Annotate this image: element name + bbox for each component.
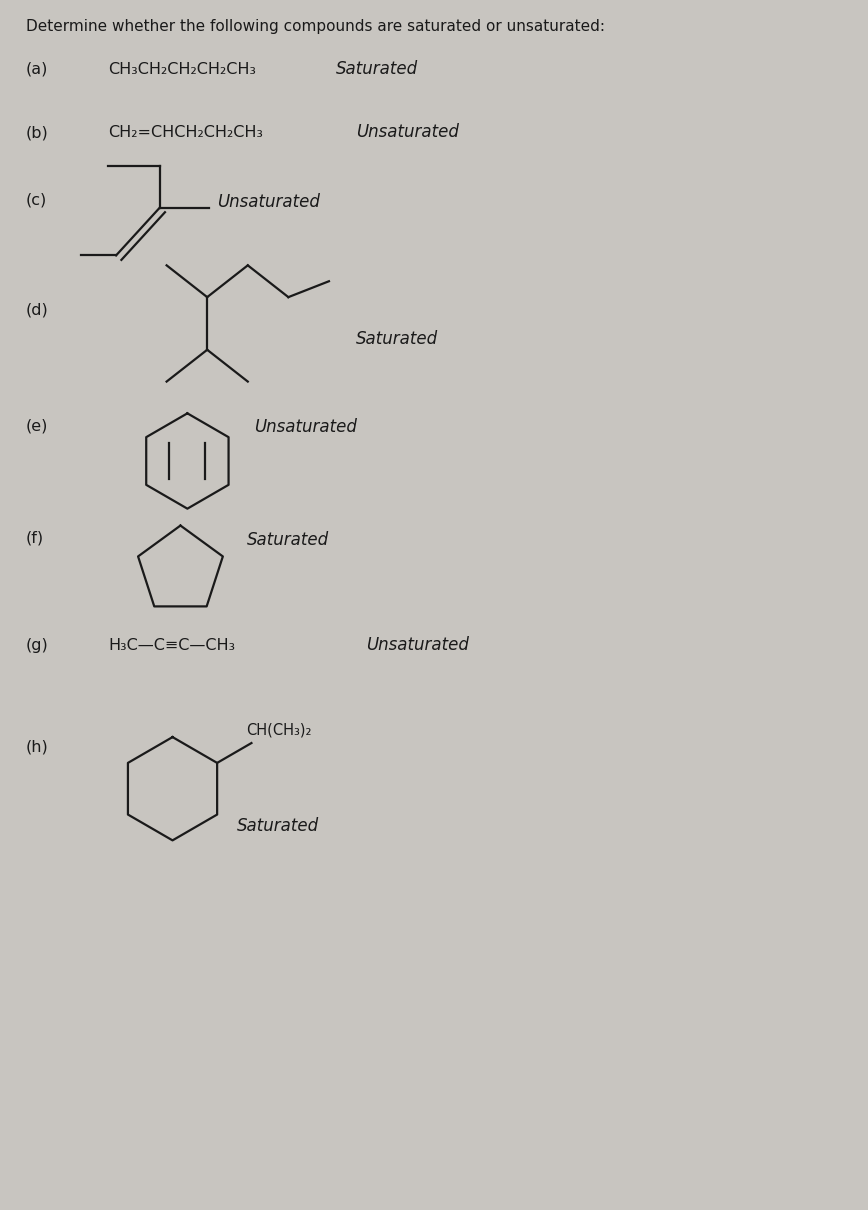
Text: CH(CH₃)₂: CH(CH₃)₂ [247, 722, 312, 737]
Text: Saturated: Saturated [336, 59, 418, 77]
Text: Unsaturated: Unsaturated [365, 635, 469, 653]
Text: (b): (b) [26, 126, 49, 140]
Text: (g): (g) [26, 638, 49, 652]
Text: (h): (h) [26, 739, 49, 754]
Text: (d): (d) [26, 302, 49, 317]
Text: H₃C—C≡C—CH₃: H₃C—C≡C—CH₃ [108, 638, 235, 652]
Text: (e): (e) [26, 419, 49, 433]
Text: Unsaturated: Unsaturated [217, 192, 320, 211]
Text: (c): (c) [26, 192, 47, 208]
Text: CH₃CH₂CH₂CH₂CH₃: CH₃CH₂CH₂CH₂CH₃ [108, 62, 256, 76]
Text: Saturated: Saturated [356, 330, 437, 348]
Text: CH₂=CHCH₂CH₂CH₃: CH₂=CHCH₂CH₂CH₃ [108, 126, 263, 140]
Text: Saturated: Saturated [247, 530, 329, 548]
Text: Unsaturated: Unsaturated [253, 419, 357, 437]
Text: (f): (f) [26, 530, 44, 546]
Text: Unsaturated: Unsaturated [356, 123, 458, 142]
Text: Determine whether the following compounds are saturated or unsaturated:: Determine whether the following compound… [26, 19, 605, 34]
Text: (a): (a) [26, 62, 49, 76]
Text: Saturated: Saturated [237, 817, 319, 835]
